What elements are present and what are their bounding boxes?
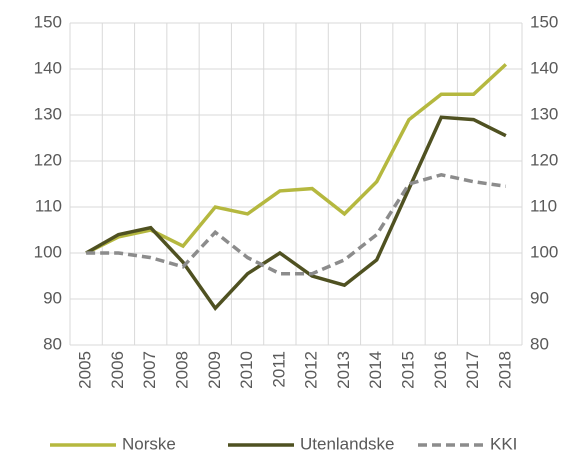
x-tick-label: 2012 [302, 351, 321, 389]
x-tick-label: 2009 [205, 351, 224, 389]
y-tick-label: 100 [34, 242, 62, 261]
y2-tick-label: 130 [530, 104, 558, 123]
y-tick-label: 140 [34, 58, 62, 77]
y2-tick-label: 90 [530, 288, 549, 307]
x-tick-label: 2007 [140, 351, 159, 389]
y2-tick-label: 120 [530, 150, 558, 169]
x-tick-label: 2005 [76, 351, 95, 389]
x-tick-label: 2018 [495, 351, 514, 389]
x-tick-label: 2010 [237, 351, 256, 389]
x-tick-label: 2014 [366, 351, 385, 389]
series-line [86, 172, 507, 276]
y-tick-label: 80 [43, 334, 62, 353]
x-tick-label: 2011 [269, 351, 288, 388]
y-tick-label: 90 [43, 288, 62, 307]
y2-tick-label: 140 [530, 58, 558, 77]
legend-label: KKI [490, 434, 517, 453]
x-tick-label: 2006 [108, 351, 127, 389]
y-tick-label: 120 [34, 150, 62, 169]
x-tick-label: 2008 [172, 351, 191, 389]
y-tick-label: 110 [35, 196, 62, 215]
y2-tick-label: 110 [530, 196, 557, 215]
y-tick-label: 130 [34, 104, 62, 123]
x-tick-label: 2013 [334, 351, 353, 389]
y2-tick-label: 80 [530, 334, 549, 353]
x-tick-label: 2016 [431, 351, 450, 389]
y2-tick-label: 150 [530, 12, 558, 31]
y2-tick-label: 100 [530, 242, 558, 261]
y-tick-label: 150 [34, 12, 62, 31]
legend-label: Utenlandske [300, 434, 395, 453]
series-line [85, 115, 507, 311]
x-tick-label: 2015 [398, 351, 417, 389]
x-tick-label: 2017 [463, 351, 482, 389]
legend-label: Norske [122, 434, 176, 453]
